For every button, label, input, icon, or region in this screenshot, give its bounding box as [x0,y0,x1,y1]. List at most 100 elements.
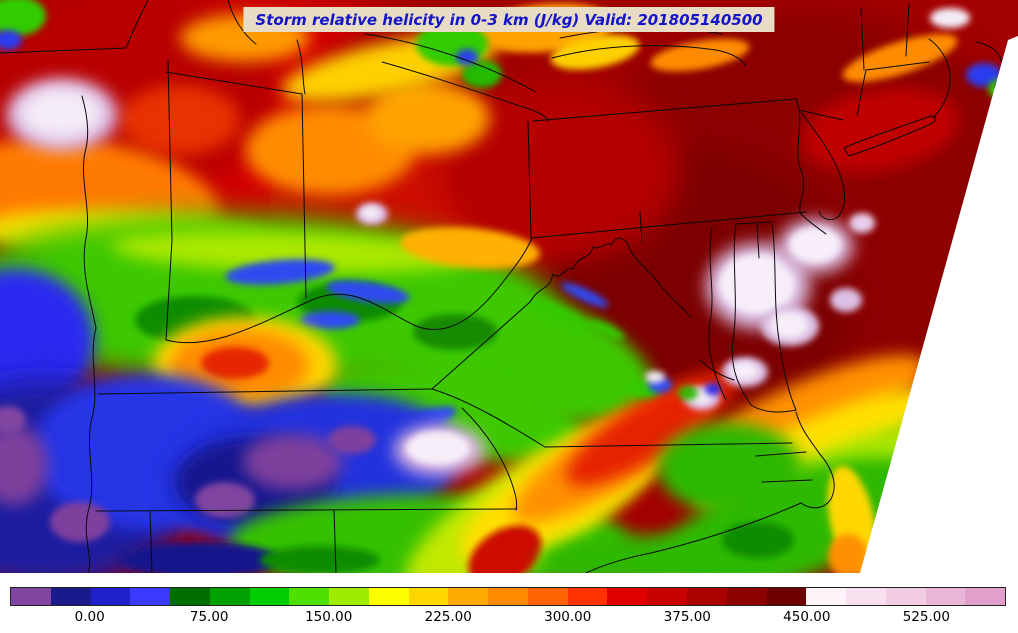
state-border-line [296,39,306,95]
colorbar-segment [448,588,489,605]
colorbar-ticks: 0.00 75.00 150.00 225.00 300.00 375.00 450.00 5… [10,607,1006,631]
colorbar-segment [209,588,250,605]
map-title: Storm relative helicity in 0-3 km (J/kg)… [255,11,763,29]
state-border-line [227,0,257,45]
colorbar-tick-label: 375.00 [663,609,711,625]
colorbar-segment [567,588,608,605]
colorbar [10,587,1006,606]
helicity-contour-blob [0,30,22,50]
helicity-contour-blob [678,386,698,400]
helicity-contour-blob [587,319,625,341]
state-border-line [530,211,807,239]
helicity-contour-blob [540,535,760,573]
state-border-line [860,7,865,71]
helicity-contour-blob [722,522,794,558]
helicity-contour-blob [19,87,103,139]
state-border-line [585,502,802,573]
helicity-contour-blob [462,60,502,88]
state-border-line [750,404,797,413]
state-border-line [755,451,813,483]
helicity-contour-blob [110,231,470,273]
helicity-contour-blob [930,8,970,28]
domain-edge-mask [860,36,1018,573]
colorbar-segment [11,588,51,605]
colorbar-segment [885,588,926,605]
helicity-contour-blob [456,49,478,65]
colorbar-segment [965,588,1006,605]
state-border-line [905,3,910,57]
state-border-line [532,98,797,122]
helicity-contour-blob [650,38,750,72]
state-border-line [364,33,537,93]
helicity-contour-blob [527,298,593,332]
colorbar-tick-label: 150.00 [305,609,353,625]
helicity-contour-blob [842,34,958,82]
helicity-contour-blob [658,423,802,513]
colorbar-tick-label: 225.00 [424,609,472,625]
helicity-contour-blob [770,312,808,338]
state-border-line [0,47,127,54]
colorbar-segment [249,588,290,605]
helicity-contour-blob [730,362,758,380]
colorbar-tick-label: 0.00 [74,609,105,625]
state-border-line [527,120,532,239]
state-border-line [301,93,307,299]
helicity-contour-blob [243,434,343,490]
state-border-line [97,388,433,395]
colorbar-segment [846,588,886,605]
state-border-line [843,115,937,157]
helicity-contour-blob [50,502,110,542]
state-border-line [431,388,546,448]
helicity-contour-blob [326,280,410,304]
colorbar-tick-label: 75.00 [189,609,229,625]
colorbar-segment [527,588,568,605]
helicity-contour-blob [400,227,540,269]
helicity-contour-blob [300,311,360,329]
colorbar-segment [130,588,171,605]
colorbar-segment [687,588,727,605]
colorbar-segment [726,588,767,605]
state-border-line [461,407,518,511]
helicity-contour-blob [0,425,48,505]
helicity-contour-blob [361,206,381,220]
helicity-contour-blob [195,482,255,518]
state-border-line [708,227,727,401]
state-border-line [800,111,846,221]
helicity-contour-blob [440,80,680,260]
state-border-line [626,241,692,318]
helicity-contour-blob [561,282,609,308]
colorbar-segment [766,588,807,605]
state-border-line [928,38,951,119]
colorbar-segment [408,588,449,605]
state-border-line [795,98,805,215]
helicity-contour-blob [800,88,960,172]
helicity-contour-blob [645,371,665,383]
colorbar-tick-label: 525.00 [902,609,950,625]
state-border-line [544,442,793,448]
colorbar-segment [806,588,847,605]
state-border-line [149,510,153,573]
helicity-contour-blob [225,259,335,285]
helicity-contour-blob [201,347,269,379]
state-border-line [85,327,97,573]
helicity-contour-blob [719,254,795,314]
colorbar-segment [607,588,648,605]
helicity-contour-blob [328,426,376,454]
state-border-line [165,59,173,341]
helicity-contour-blob [346,268,654,422]
state-border-line [333,509,337,573]
colorbar-segment [368,588,409,605]
state-border-line [735,221,773,259]
colorbar-segment [170,588,210,605]
state-border-line [800,213,827,235]
helicity-contour-blob [260,546,380,573]
helicity-contour-blob [966,63,1002,87]
colorbar-segment [925,588,966,605]
state-border-line [771,223,797,411]
colorbar-segment [329,588,369,605]
helicity-contour-blob [406,431,470,465]
helicity-contour-blob [550,34,640,70]
helicity-field [0,0,1018,573]
helicity-contour-blob [120,542,280,573]
